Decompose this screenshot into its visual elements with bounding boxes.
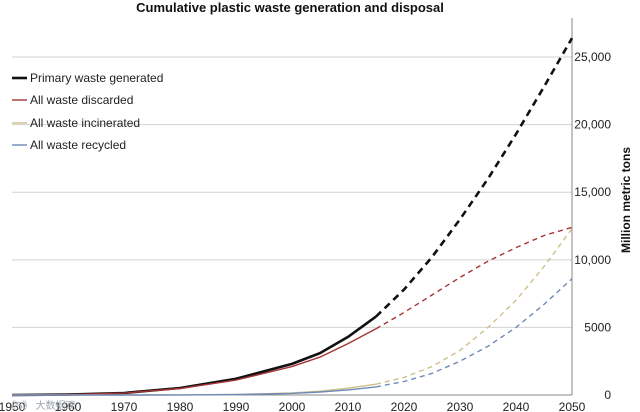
series-line-all-waste-discarded-projected — [375, 226, 573, 330]
series-lines — [11, 37, 574, 397]
legend-label-primary-waste-generated: Primary waste generated — [30, 71, 163, 85]
chart-title: Cumulative plastic waste generation and … — [136, 0, 444, 15]
x-tick-label-1990: 1990 — [223, 400, 250, 412]
x-tick-label-2000: 2000 — [279, 400, 306, 412]
gridlines — [12, 56, 572, 328]
y-tick-label-1: 5000 — [584, 320, 611, 334]
watermark: 《S》 大数据观 — [6, 399, 75, 412]
series-line-primary-waste-generated-projected — [375, 37, 574, 318]
x-tick-label-2050: 2050 — [559, 400, 586, 412]
y-tick-label-4: 20,000 — [574, 118, 611, 132]
x-tick-label-2010: 2010 — [335, 400, 362, 412]
x-tick-label-1980: 1980 — [167, 400, 194, 412]
y-tick-label-2: 10,000 — [574, 253, 611, 267]
x-tick-label-2020: 2020 — [391, 400, 418, 412]
legend-label-all-waste-incinerated: All waste incinerated — [30, 116, 140, 130]
series-line-all-waste-recycled-projected — [375, 278, 573, 388]
legend: Primary waste generated All waste discard… — [12, 71, 163, 152]
x-tick-labels: 1950 1960 1970 1980 1990 2000 2010 2020 2030 2040… — [0, 400, 586, 412]
series-line-all-waste-incinerated-projected — [375, 228, 573, 385]
series-line-all-waste-recycled-historical — [12, 386, 377, 396]
y-tick-label-0: 0 — [604, 388, 611, 402]
y-tick-label-5: 25,000 — [574, 50, 611, 64]
x-tick-label-2030: 2030 — [447, 400, 474, 412]
x-tick-label-1950: 1950 — [0, 400, 26, 412]
y-tick-label-3: 15,000 — [574, 185, 611, 199]
y-tick-labels: 0 5000 10,000 15,000 20,000 25,000 — [574, 50, 611, 402]
legend-label-all-waste-discarded: All waste discarded — [30, 93, 133, 107]
x-tick-label-1960: 1960 — [55, 400, 82, 412]
series-line-all-waste-discarded-historical — [11, 328, 377, 396]
x-tick-label-1970: 1970 — [111, 400, 138, 412]
y-axis-label: Million metric tons — [619, 147, 633, 253]
x-tick-label-2040: 2040 — [503, 400, 530, 412]
legend-label-all-waste-recycled: All waste recycled — [30, 138, 126, 152]
